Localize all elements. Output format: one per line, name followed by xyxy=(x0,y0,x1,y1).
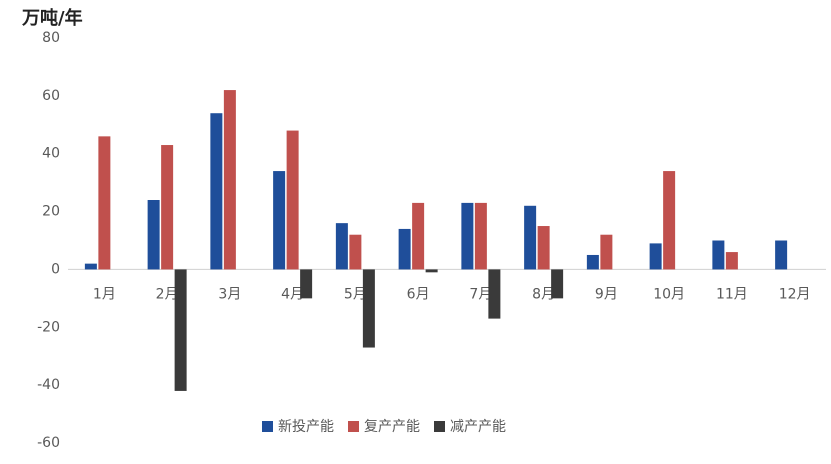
bar xyxy=(712,240,725,270)
bar xyxy=(398,228,411,270)
legend-label: 复产产能 xyxy=(364,418,420,435)
bar xyxy=(349,234,362,270)
y-tick-label: 40 xyxy=(42,146,60,162)
bar xyxy=(586,254,599,270)
x-tick-label: 5月 xyxy=(344,286,367,302)
bar xyxy=(210,113,223,270)
bar xyxy=(461,202,474,270)
bar xyxy=(300,269,313,299)
bar xyxy=(147,200,160,270)
x-tick-label: 8月 xyxy=(532,286,555,302)
y-tick-label: -20 xyxy=(37,319,60,335)
bar xyxy=(161,145,174,270)
x-tick-label: 6月 xyxy=(407,286,430,302)
legend-label: 减产产能 xyxy=(450,419,506,435)
x-tick-label: 12月 xyxy=(779,286,811,302)
bar xyxy=(775,240,788,270)
y-tick-label: -40 xyxy=(37,377,60,393)
x-tick-label: 2月 xyxy=(156,286,179,302)
x-tick-label: 11月 xyxy=(716,286,748,302)
y-tick-label: 20 xyxy=(42,204,60,220)
bar xyxy=(273,171,286,270)
bar xyxy=(488,269,501,319)
x-tick-label: 7月 xyxy=(469,286,492,302)
legend-swatch xyxy=(348,421,359,432)
y-tick-label: 0 xyxy=(51,261,60,277)
bar xyxy=(649,243,662,270)
x-tick-label: 1月 xyxy=(93,286,116,302)
bar xyxy=(335,223,348,270)
legend-swatch xyxy=(262,421,273,432)
y-tick-label: 60 xyxy=(42,88,60,104)
bar xyxy=(412,202,425,270)
x-tick-label: 4月 xyxy=(281,286,304,302)
bar xyxy=(286,130,299,270)
x-tick-label: 10月 xyxy=(653,286,685,302)
bar xyxy=(425,269,438,273)
bar xyxy=(600,234,613,270)
bar xyxy=(725,252,738,270)
y-tick-label: 80 xyxy=(42,30,60,46)
bar xyxy=(474,202,487,270)
bar xyxy=(174,269,187,391)
legend-swatch xyxy=(434,421,445,432)
y-tick-label: -60 xyxy=(37,435,60,451)
bar xyxy=(223,90,236,270)
bar xyxy=(663,171,676,270)
bar xyxy=(98,136,111,270)
x-tick-label: 3月 xyxy=(218,286,241,302)
bar xyxy=(537,226,550,270)
x-tick-label: 9月 xyxy=(595,286,618,302)
bar xyxy=(551,269,564,299)
legend-label: 新投产能 xyxy=(278,419,334,435)
y-axis-title: 万吨/年 xyxy=(21,7,83,29)
bar xyxy=(84,263,97,270)
bar xyxy=(524,205,537,270)
bar xyxy=(362,269,375,348)
